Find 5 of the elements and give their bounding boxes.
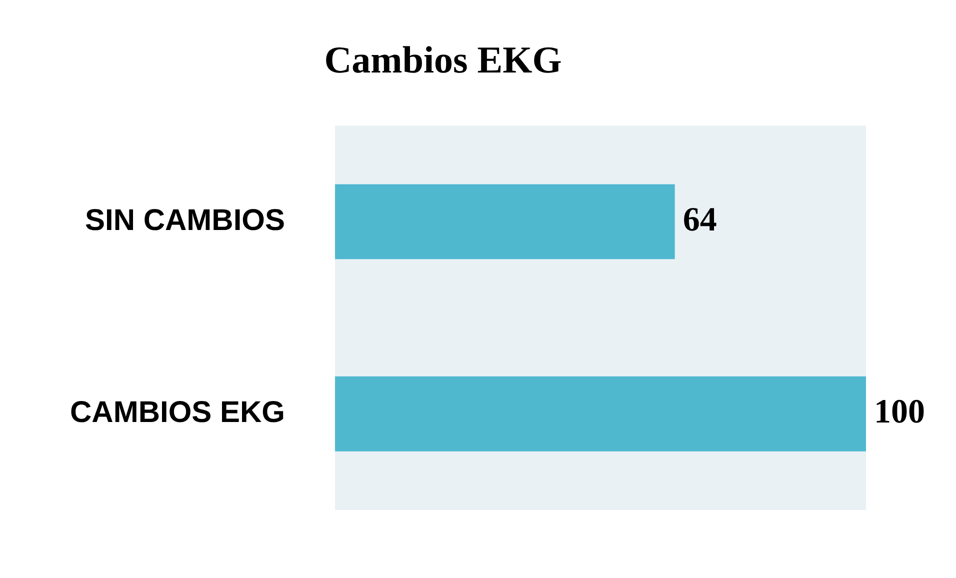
chart-title: Cambios EKG [324, 40, 562, 82]
data-label: 64 [682, 201, 717, 238]
y-tick-label: CAMBIOS EKG [70, 396, 286, 430]
data-label: 100 [874, 394, 925, 431]
y-tick-label: SIN CAMBIOS [84, 204, 286, 237]
